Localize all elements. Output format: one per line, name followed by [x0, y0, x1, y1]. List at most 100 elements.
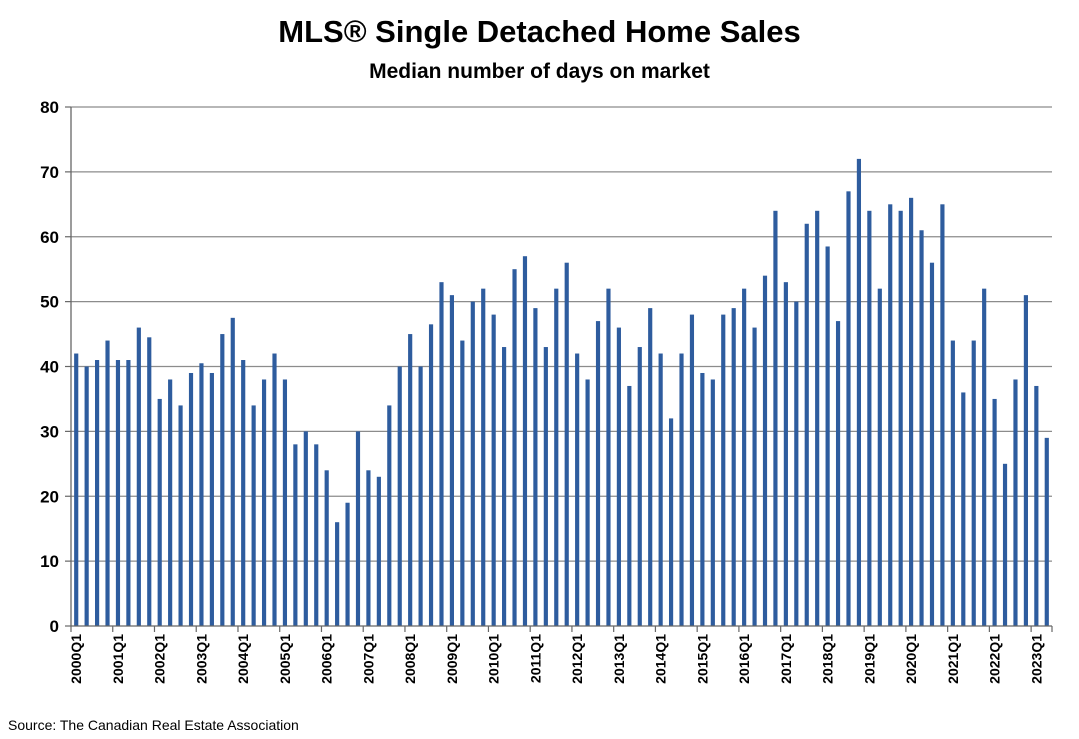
y-tick-label: 20	[40, 487, 59, 506]
bar-2021Q1	[950, 340, 955, 626]
bar-2008Q2	[418, 366, 423, 626]
bar-2006Q2	[335, 522, 340, 626]
bar-2004Q4	[272, 353, 277, 626]
x-tick-label: 2007Q1	[360, 634, 376, 684]
x-tick-label: 2013Q1	[611, 634, 627, 684]
bar-2013Q2	[627, 385, 632, 626]
bar-2004Q1	[241, 360, 246, 626]
bar-2003Q3	[220, 334, 225, 626]
bar-2020Q1	[909, 197, 914, 626]
bar-2015Q3	[721, 314, 726, 626]
y-tick-label: 40	[40, 358, 59, 377]
bar-2001Q1	[115, 360, 121, 626]
bar-2004Q2	[251, 405, 256, 626]
bar-2011Q3	[554, 288, 559, 626]
x-tick-label: 2008Q1	[402, 634, 418, 684]
bar-2008Q1	[408, 334, 413, 626]
bar-2019Q1	[867, 210, 872, 627]
bar-2003Q4	[230, 317, 235, 626]
bar-2015Q1	[700, 372, 705, 626]
bar-2016Q1	[742, 288, 747, 626]
bar-2008Q3	[428, 324, 434, 626]
bar-2007Q2	[376, 476, 381, 626]
bar-2017Q4	[815, 210, 820, 627]
x-tick-label: 2009Q1	[444, 634, 460, 684]
bar-2022Q1	[992, 398, 997, 626]
bar-2006Q3	[345, 502, 350, 626]
bar-2021Q4	[982, 288, 987, 626]
bar-2005Q1	[282, 379, 288, 626]
bars	[74, 158, 1049, 627]
x-tick-label: 2020Q1	[903, 634, 919, 684]
bar-2000Q4	[105, 340, 110, 626]
bar-2019Q2	[877, 288, 882, 626]
bar-2019Q3	[888, 204, 893, 626]
bar-2016Q4	[773, 210, 778, 627]
bar-2009Q2	[460, 340, 465, 626]
bar-2001Q4	[147, 337, 152, 626]
bar-2013Q3	[637, 347, 642, 626]
bar-2005Q3	[303, 431, 308, 627]
y-tick-label: 60	[40, 228, 59, 247]
bar-2017Q2	[794, 301, 799, 627]
x-tick-label: 2000Q1	[68, 634, 84, 684]
bar-2008Q4	[439, 282, 444, 626]
bar-2002Q1	[157, 398, 162, 626]
bar-2020Q3	[929, 262, 935, 626]
x-tick-label: 2005Q1	[277, 634, 293, 684]
bar-2017Q1	[783, 282, 788, 626]
y-tick-label: 30	[40, 422, 59, 441]
x-tick-label: 2003Q1	[193, 634, 209, 684]
bar-2002Q3	[178, 405, 183, 626]
bar-2013Q1	[616, 327, 621, 626]
bar-2000Q3	[95, 360, 100, 626]
bar-2014Q4	[689, 314, 695, 626]
x-tick-label: 2001Q1	[110, 634, 126, 684]
x-tick-label: 2021Q1	[945, 634, 961, 684]
x-tick-label: 2004Q1	[235, 634, 251, 684]
bar-2022Q2	[1002, 463, 1008, 626]
bar-2023Q1	[1034, 385, 1039, 626]
bar-2009Q1	[449, 295, 454, 626]
bar-2007Q4	[397, 366, 402, 626]
bar-2003Q1	[199, 363, 204, 626]
x-tick-label: 2015Q1	[694, 634, 710, 684]
y-tick-labels: 0 10 20 30 40 50 60 70 80	[40, 98, 59, 636]
bar-2001Q2	[126, 360, 131, 626]
bar-2005Q4	[314, 444, 319, 626]
bar-2014Q2	[668, 418, 674, 626]
y-tick-label: 10	[40, 552, 59, 571]
bar-2006Q4	[355, 431, 361, 627]
x-tick-label: 2022Q1	[987, 634, 1003, 684]
bar-2015Q2	[710, 379, 715, 626]
bar-2011Q4	[564, 262, 569, 626]
bar-2010Q4	[522, 256, 528, 626]
bar-2014Q1	[658, 353, 663, 626]
axes	[70, 107, 1053, 632]
bar-2003Q2	[209, 372, 214, 626]
bar-2010Q1	[491, 314, 496, 626]
bar-2001Q3	[136, 327, 141, 626]
y-tick-label: 70	[40, 163, 59, 182]
bar-2016Q3	[762, 275, 768, 626]
x-tick-label: 2006Q1	[319, 634, 335, 684]
bar-2016Q2	[752, 327, 757, 626]
bar-2007Q1	[366, 470, 371, 626]
source-note: Source: The Canadian Real Estate Associa…	[8, 717, 299, 733]
x-tick-label: 2010Q1	[486, 634, 502, 684]
bar-2009Q4	[481, 288, 486, 626]
bar-2019Q4	[898, 210, 903, 627]
bar-2013Q4	[648, 308, 653, 626]
bar-2002Q2	[168, 379, 173, 626]
bar-2020Q4	[940, 204, 945, 626]
y-tick-label: 50	[40, 293, 59, 312]
bar-2002Q4	[188, 372, 194, 626]
bar-2000Q2	[84, 366, 89, 626]
x-tick-label: 2014Q1	[653, 634, 669, 684]
bar-2020Q2	[919, 230, 924, 626]
x-tick-label: 2002Q1	[152, 634, 168, 684]
bar-2012Q1	[575, 353, 580, 626]
bar-2012Q4	[606, 288, 611, 626]
chart-title: MLS® Single Detached Home Sales	[278, 14, 801, 49]
